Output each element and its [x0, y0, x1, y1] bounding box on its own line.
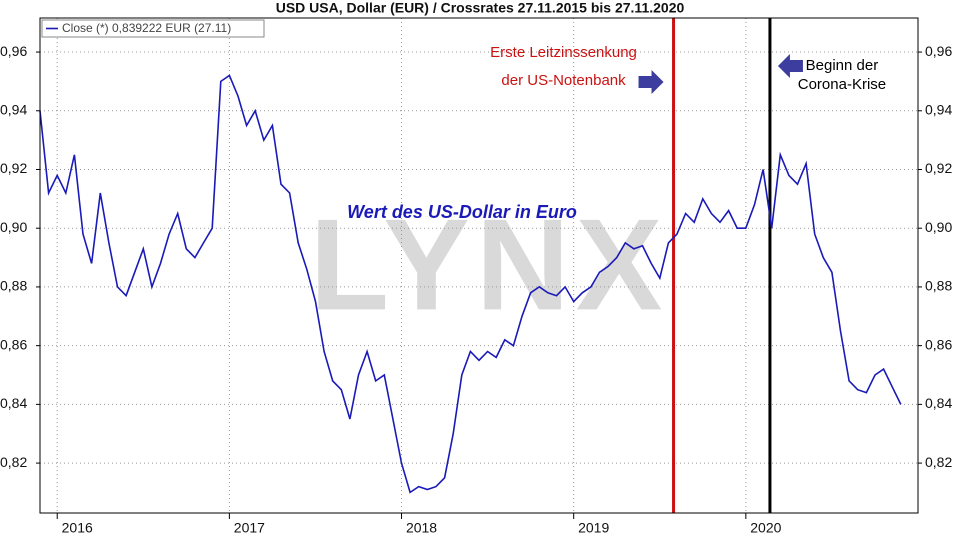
- event-label: Beginn der: [806, 57, 879, 74]
- y2-tick-label: 0,96: [925, 43, 952, 59]
- legend-label: Close (*) 0,839222 EUR (27.11): [62, 21, 231, 35]
- y-tick-label: 0,92: [0, 160, 27, 176]
- chart-title: USD USA, Dollar (EUR) / Crossrates 27.11…: [276, 0, 685, 16]
- x-tick-label: 2016: [62, 520, 93, 536]
- y-tick-label: 0,82: [0, 454, 27, 470]
- y2-tick-label: 0,90: [925, 219, 952, 235]
- y-tick-label: 0,96: [0, 43, 27, 59]
- y-tick-label: 0,90: [0, 219, 27, 235]
- arrow: [638, 70, 664, 94]
- annotation: Wert des US-Dollar in Euro: [347, 202, 577, 222]
- x-tick-label: 2018: [406, 520, 437, 536]
- y2-tick-label: 0,84: [925, 395, 952, 411]
- event-label: Erste Leitzinssenkung: [490, 44, 637, 61]
- arrow: [777, 54, 803, 78]
- y2-tick-label: 0,94: [925, 101, 952, 117]
- y-tick-label: 0,84: [0, 395, 27, 411]
- plot-frame: [39, 17, 919, 514]
- y2-tick-label: 0,86: [925, 336, 952, 352]
- x-tick-label: 2020: [750, 520, 781, 536]
- y2-tick-label: 0,82: [925, 454, 952, 470]
- y-tick-label: 0,88: [0, 278, 27, 294]
- x-tick-label: 2017: [234, 520, 265, 536]
- y-tick-label: 0,86: [0, 336, 27, 352]
- y2-tick-label: 0,92: [925, 160, 952, 176]
- y2-tick-label: 0,88: [925, 278, 952, 294]
- watermark: LYNX: [310, 191, 669, 337]
- y-tick-label: 0,94: [0, 101, 27, 117]
- event-label: Corona-Krise: [798, 76, 886, 93]
- event-label: der US-Notenbank: [501, 72, 626, 89]
- x-tick-label: 2019: [578, 520, 609, 536]
- legend-box: [41, 19, 265, 38]
- data-line: [39, 74, 902, 494]
